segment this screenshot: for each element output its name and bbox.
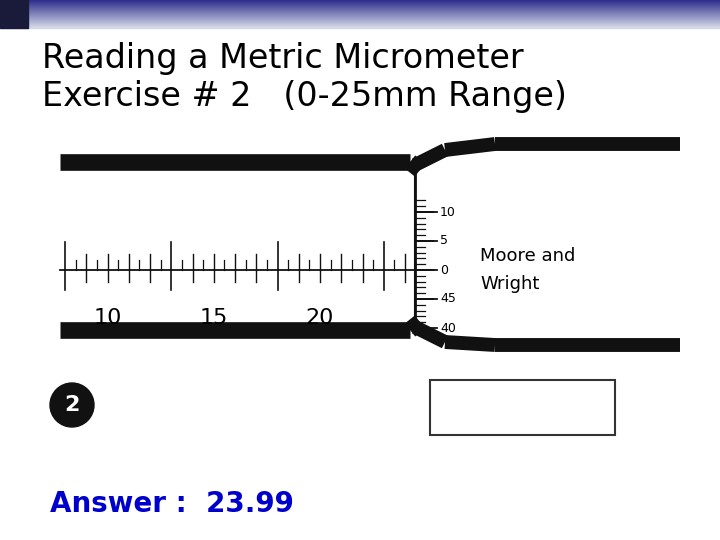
Bar bbox=[0, 27, 720, 28]
Text: 15: 15 bbox=[199, 308, 228, 328]
Bar bbox=[0, 23, 720, 24]
Text: 10: 10 bbox=[94, 308, 122, 328]
Text: Wright: Wright bbox=[480, 275, 539, 293]
Text: Exercise # 2   (0-25mm Range): Exercise # 2 (0-25mm Range) bbox=[42, 80, 567, 113]
Bar bbox=[0, 11, 720, 12]
Bar bbox=[0, 18, 720, 19]
Text: 45: 45 bbox=[440, 293, 456, 306]
Bar bbox=[0, 24, 720, 25]
Text: Answer :  23.99: Answer : 23.99 bbox=[50, 490, 294, 518]
Bar bbox=[0, 20, 720, 21]
Bar bbox=[0, 8, 720, 9]
Bar bbox=[0, 15, 720, 16]
Bar bbox=[0, 2, 720, 3]
Bar bbox=[0, 1, 720, 2]
Text: 10: 10 bbox=[440, 206, 456, 219]
Bar bbox=[0, 22, 720, 23]
Bar bbox=[0, 26, 720, 27]
Text: Reading a Metric Micrometer: Reading a Metric Micrometer bbox=[42, 42, 523, 75]
Bar bbox=[0, 3, 720, 4]
Bar bbox=[0, 0, 28, 28]
Bar bbox=[0, 6, 720, 7]
Bar bbox=[0, 17, 720, 18]
Bar bbox=[0, 14, 720, 15]
Text: 5: 5 bbox=[440, 234, 448, 247]
Text: Moore and: Moore and bbox=[480, 247, 575, 265]
Bar bbox=[0, 16, 720, 17]
Circle shape bbox=[50, 383, 94, 427]
Text: 0: 0 bbox=[440, 264, 448, 276]
Bar bbox=[0, 13, 720, 14]
Text: 40: 40 bbox=[440, 321, 456, 334]
Text: 2: 2 bbox=[64, 395, 80, 415]
Bar bbox=[0, 5, 720, 6]
Bar bbox=[0, 10, 720, 11]
Bar bbox=[430, 380, 615, 435]
Bar bbox=[0, 4, 720, 5]
Bar bbox=[0, 19, 720, 20]
Bar bbox=[0, 7, 720, 8]
Bar bbox=[0, 9, 720, 10]
Bar bbox=[0, 12, 720, 13]
Bar bbox=[0, 0, 720, 1]
Text: 20: 20 bbox=[306, 308, 334, 328]
Bar bbox=[0, 25, 720, 26]
Bar bbox=[0, 21, 720, 22]
